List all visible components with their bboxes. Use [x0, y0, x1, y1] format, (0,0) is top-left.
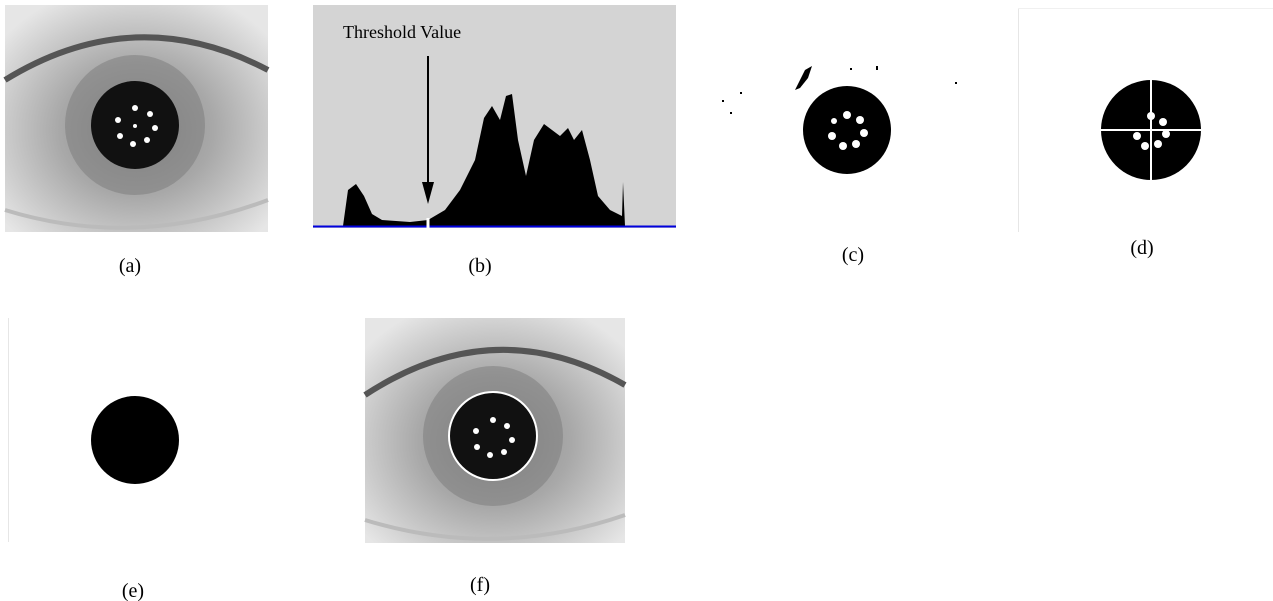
- eye-image: [365, 318, 625, 543]
- figure: (a) Threshold Value (b) (c) (d): [0, 0, 1273, 601]
- panel-label: (f): [470, 574, 490, 596]
- center-image: [1018, 8, 1273, 232]
- panel-label: (d): [1130, 237, 1153, 259]
- pupil-image: [9, 318, 180, 542]
- eye-image: [5, 5, 268, 232]
- annotation: Threshold Value: [343, 22, 461, 42]
- panel-label: (e): [122, 580, 144, 601]
- panel-label: (b): [468, 255, 491, 277]
- panel-label: (a): [119, 255, 141, 277]
- binary-image: [722, 66, 957, 174]
- page: (a) Threshold Value (b) (c) (d): [0, 0, 1273, 601]
- panel-label: (c): [842, 244, 864, 266]
